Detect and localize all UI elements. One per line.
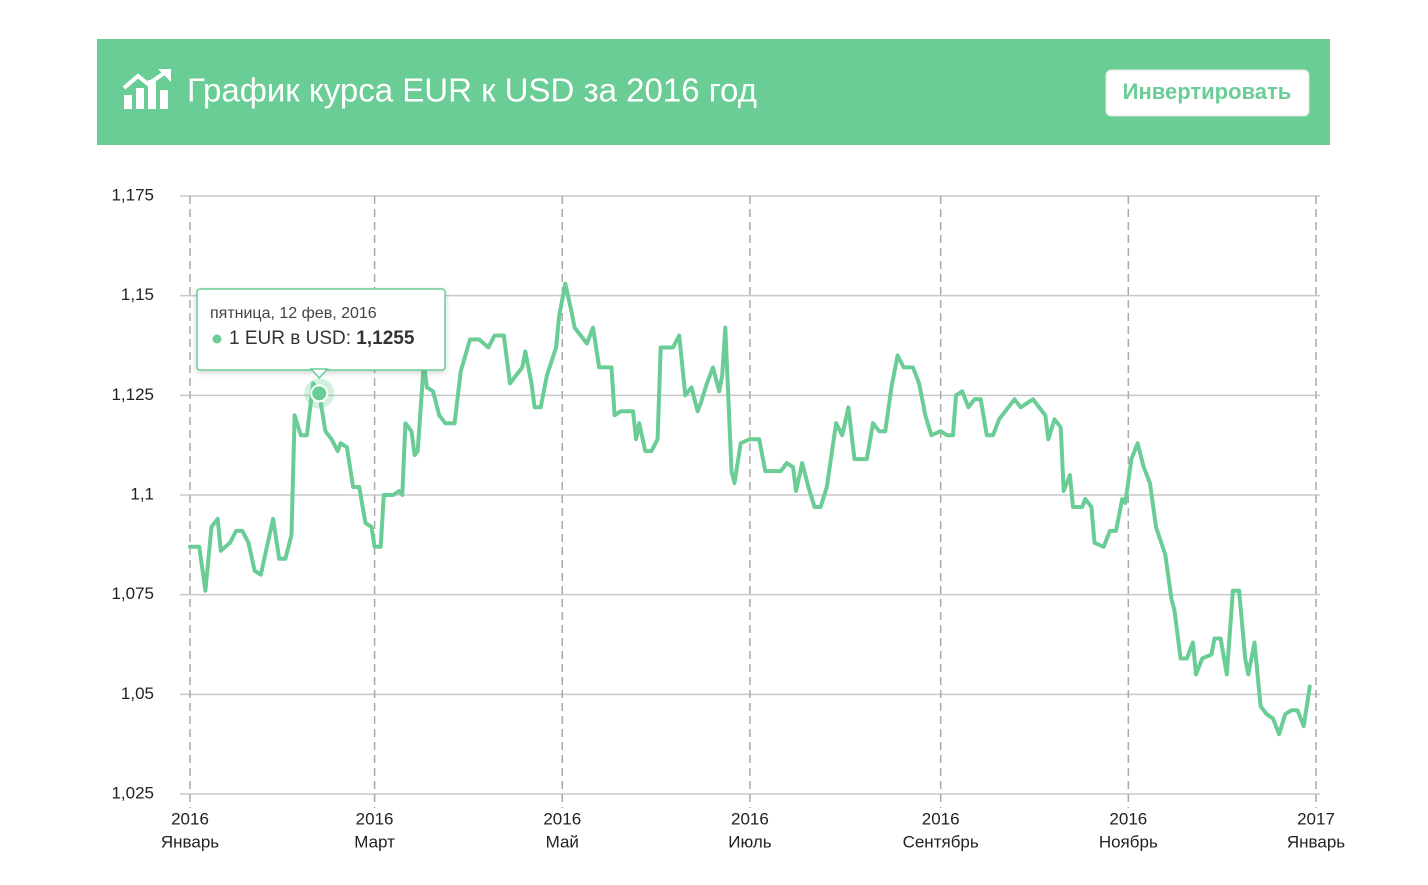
plot-area: 1,025 1,05 1,075 1,1 1,125 1,15 1,175 2016 Январ… — [111, 185, 1345, 851]
tooltip-date: пятница, 12 фев, 2016 — [210, 305, 377, 322]
rate-line — [188, 281, 1312, 737]
x-tick-label: 2016 — [731, 809, 769, 828]
x-tick-label: 2016 — [1109, 809, 1147, 828]
y-tick-label: 1,15 — [121, 285, 154, 304]
tooltip-pointer — [309, 368, 329, 380]
y-tick-label: 1,075 — [111, 584, 154, 603]
x-tick-label: Сентябрь — [903, 832, 979, 851]
x-tick-label: Март — [354, 832, 395, 851]
hover-point — [310, 384, 329, 403]
tooltip-series: 1 EUR в USD: — [229, 328, 351, 349]
x-tick-label: Июль — [728, 832, 772, 851]
y-tick-label: 1,1 — [130, 484, 154, 503]
x-tick-label: 2016 — [922, 809, 960, 828]
y-tick-label: 1,025 — [111, 783, 154, 802]
tooltip: пятница, 12 фев, 2016 1 EUR в USD: 1,125… — [196, 288, 446, 380]
chart-icon — [122, 69, 171, 109]
tooltip-value: 1,1255 — [356, 328, 415, 349]
x-tick-label: Май — [546, 832, 579, 851]
invert-button[interactable] — [1105, 69, 1310, 117]
tooltip-value-line: 1 EUR в USD: 1,1255 — [229, 328, 415, 349]
x-tick-label: Ноябрь — [1099, 832, 1158, 851]
x-tick-label: 2016 — [356, 809, 394, 828]
x-tick-label: 2016 — [171, 809, 209, 828]
y-tick-label: 1,125 — [111, 385, 154, 404]
y-tick-label: 1,175 — [111, 185, 154, 204]
chart-title: График курса EUR к USD за 2016 год — [187, 72, 757, 109]
invert-button-label[interactable]: Инвертировать — [1123, 79, 1292, 104]
x-tick-label: 2016 — [543, 809, 581, 828]
y-tick-label: 1,05 — [121, 684, 154, 703]
x-tick-label: 2017 — [1297, 809, 1335, 828]
tooltip-bullet — [212, 334, 222, 344]
x-tick-label: Январь — [1287, 832, 1345, 851]
x-tick-label: Январь — [161, 832, 219, 851]
